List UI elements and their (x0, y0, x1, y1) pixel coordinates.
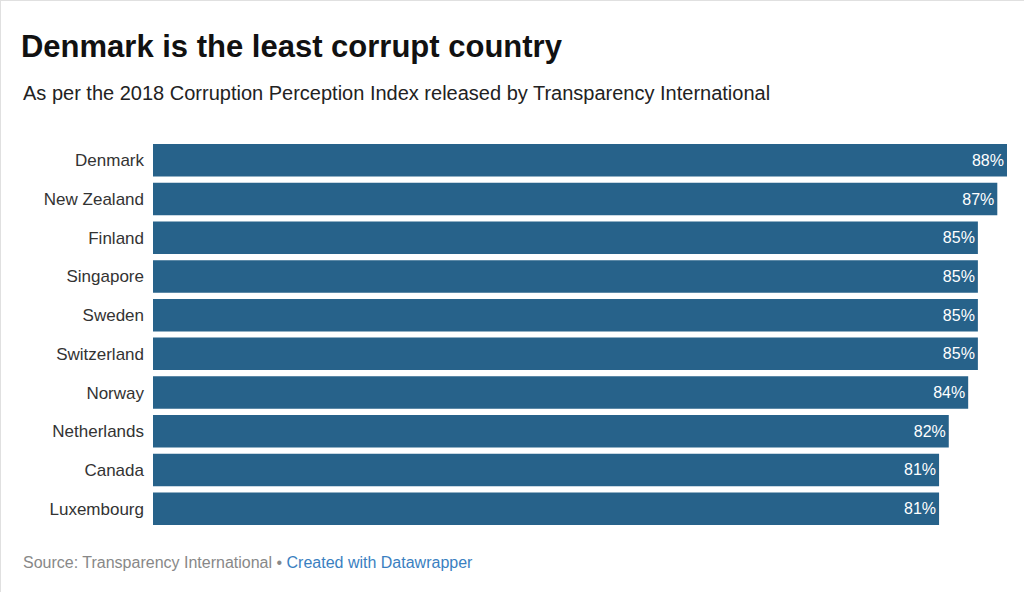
svg-text:81%: 81% (904, 461, 936, 478)
svg-text:Netherlands: Netherlands (52, 422, 144, 441)
svg-text:Singapore: Singapore (66, 267, 144, 286)
svg-text:82%: 82% (914, 423, 946, 440)
svg-text:As per the 2018 Corruption Per: As per the 2018 Corruption Perception In… (23, 82, 770, 104)
svg-text:87%: 87% (962, 191, 994, 208)
svg-text:88%: 88% (972, 152, 1004, 169)
svg-text:Sweden: Sweden (83, 306, 144, 325)
svg-text:Source: Transparency Internati: Source: Transparency International • Cre… (23, 554, 473, 571)
svg-text:Finland: Finland (88, 229, 144, 248)
svg-text:New Zealand: New Zealand (44, 190, 144, 209)
svg-text:Denmark is the least corrupt c: Denmark is the least corrupt country (21, 29, 563, 64)
svg-text:Norway: Norway (86, 384, 144, 403)
svg-text:Denmark: Denmark (75, 151, 144, 170)
svg-text:Luxembourg: Luxembourg (49, 500, 144, 519)
svg-text:85%: 85% (943, 307, 975, 324)
svg-text:Switzerland: Switzerland (56, 345, 144, 364)
svg-text:85%: 85% (943, 229, 975, 246)
svg-text:81%: 81% (904, 500, 936, 517)
svg-text:84%: 84% (933, 384, 965, 401)
svg-text:85%: 85% (943, 345, 975, 362)
svg-text:Canada: Canada (84, 461, 144, 480)
svg-text:85%: 85% (943, 268, 975, 285)
